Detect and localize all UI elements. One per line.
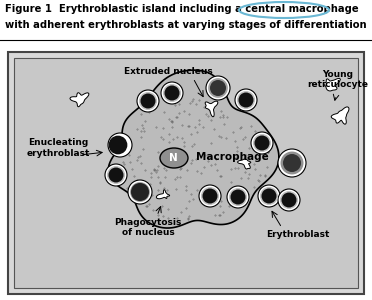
- Circle shape: [229, 188, 247, 206]
- Circle shape: [107, 166, 125, 184]
- Circle shape: [208, 78, 228, 98]
- Circle shape: [258, 185, 280, 207]
- Text: Figure 1  Erythroblastic island including a central macrophage: Figure 1 Erythroblastic island including…: [5, 4, 359, 14]
- Polygon shape: [108, 70, 279, 228]
- Circle shape: [137, 90, 159, 112]
- Circle shape: [282, 193, 296, 208]
- Text: N: N: [169, 153, 177, 163]
- Polygon shape: [331, 107, 349, 124]
- Circle shape: [253, 134, 271, 152]
- Circle shape: [109, 167, 124, 182]
- Circle shape: [238, 92, 253, 107]
- Polygon shape: [324, 78, 340, 91]
- Circle shape: [278, 149, 306, 177]
- FancyBboxPatch shape: [14, 58, 358, 288]
- Circle shape: [237, 91, 255, 109]
- Text: Extruded nucleus: Extruded nucleus: [124, 67, 212, 76]
- Circle shape: [141, 94, 155, 109]
- Text: Phagocytosis
of nucleus: Phagocytosis of nucleus: [114, 218, 182, 237]
- Circle shape: [108, 133, 132, 157]
- Text: Macrophage: Macrophage: [196, 152, 269, 162]
- Circle shape: [227, 186, 249, 208]
- Circle shape: [128, 180, 152, 204]
- Circle shape: [163, 84, 181, 102]
- Circle shape: [280, 152, 304, 175]
- Text: Enucleating
erythroblast: Enucleating erythroblast: [26, 138, 90, 158]
- FancyBboxPatch shape: [8, 52, 364, 294]
- Circle shape: [260, 187, 278, 205]
- Circle shape: [131, 183, 149, 201]
- Circle shape: [254, 136, 269, 151]
- Text: Young
reticulocyte: Young reticulocyte: [308, 70, 369, 89]
- Circle shape: [210, 80, 226, 96]
- Circle shape: [109, 136, 127, 154]
- Circle shape: [251, 132, 273, 154]
- Circle shape: [235, 89, 257, 111]
- Circle shape: [199, 185, 221, 207]
- Circle shape: [278, 189, 300, 211]
- Ellipse shape: [160, 148, 188, 168]
- Circle shape: [206, 76, 230, 100]
- Circle shape: [201, 187, 219, 205]
- Circle shape: [280, 191, 298, 209]
- Circle shape: [161, 82, 183, 104]
- Circle shape: [139, 92, 157, 110]
- Polygon shape: [205, 101, 218, 117]
- Polygon shape: [70, 93, 89, 107]
- Text: Erythroblast: Erythroblast: [266, 230, 330, 239]
- Circle shape: [202, 188, 218, 203]
- Polygon shape: [238, 159, 251, 169]
- Circle shape: [262, 188, 276, 203]
- Polygon shape: [156, 190, 170, 199]
- Circle shape: [130, 182, 150, 202]
- Circle shape: [164, 85, 180, 100]
- Circle shape: [105, 164, 127, 186]
- Circle shape: [231, 190, 246, 205]
- Circle shape: [283, 154, 301, 172]
- Text: with adherent erythroblasts at varying stages of differentiation: with adherent erythroblasts at varying s…: [5, 20, 367, 30]
